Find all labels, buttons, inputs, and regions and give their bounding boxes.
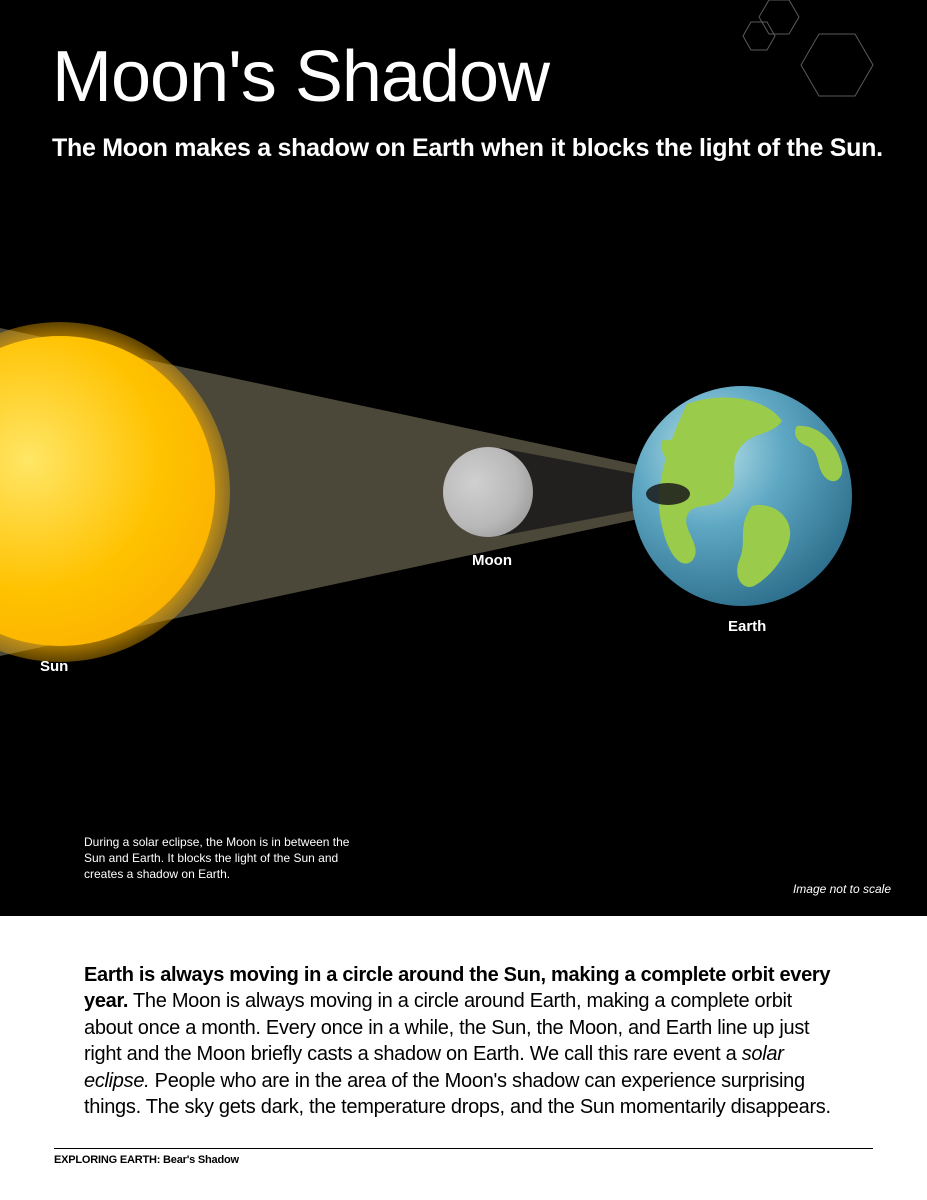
hexagon-decor-icon xyxy=(739,0,899,100)
sun-label: Sun xyxy=(40,658,68,675)
footer-rule xyxy=(54,1148,873,1149)
earth-label: Earth xyxy=(728,618,766,635)
body-text-2: People who are in the area of the Moon's… xyxy=(84,1070,831,1118)
page-subtitle: The Moon makes a shadow on Earth when it… xyxy=(52,134,883,163)
diagram-caption: During a solar eclipse, the Moon is in b… xyxy=(84,834,364,883)
moon-label: Moon xyxy=(472,552,512,569)
footer-text: EXPLORING EARTH: Bear's Shadow xyxy=(54,1154,239,1166)
body-panel: Earth is always moving in a circle aroun… xyxy=(0,916,927,1120)
scale-note: Image not to scale xyxy=(793,882,891,896)
diagram-panel: Moon's Shadow The Moon makes a shadow on… xyxy=(0,0,927,916)
body-paragraph: Earth is always moving in a circle aroun… xyxy=(84,962,844,1120)
body-text-1: The Moon is always moving in a circle ar… xyxy=(84,990,809,1065)
moon-body xyxy=(443,447,533,537)
earth-body xyxy=(632,386,852,606)
page-title: Moon's Shadow xyxy=(52,36,549,118)
